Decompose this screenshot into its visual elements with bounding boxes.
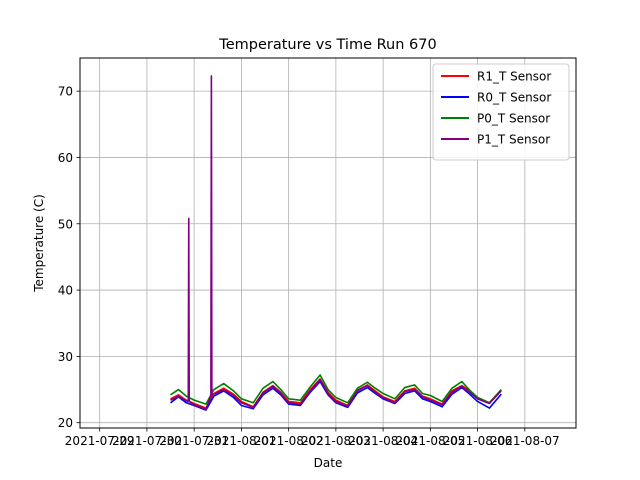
plot-frame	[79, 57, 577, 429]
legend-entry-label: P1_T Sensor	[477, 133, 550, 147]
x-tick-label: 2021-08-06	[443, 434, 513, 448]
x-axis: 2021-07-292021-07-302021-07-312021-08-01…	[65, 428, 560, 448]
y-axis: 20 30 40 50 60 70	[58, 85, 80, 430]
series-lines	[170, 75, 502, 411]
x-tick-label: 2021-08-02	[254, 434, 324, 448]
y-tick-label: 40	[58, 284, 73, 298]
series-line-3	[170, 374, 502, 405]
legend-entry-label: P0_T Sensor	[477, 112, 550, 126]
legend-entry-label: R1_T Sensor	[477, 70, 551, 84]
chart-title: Temperature vs Time Run 670	[218, 37, 436, 53]
x-tick-label: 2021-08-01	[207, 434, 277, 448]
y-tick-label: 60	[58, 151, 73, 165]
x-tick-label: 2021-08-05	[395, 434, 465, 448]
x-tick-label: 2021-08-07	[490, 434, 560, 448]
x-tick-label: 2021-08-04	[348, 434, 418, 448]
legend-box	[432, 63, 570, 161]
y-tick-label: 50	[58, 217, 73, 231]
y-tick-label: 20	[58, 416, 73, 430]
y-tick-label: 70	[58, 85, 73, 99]
y-tick-label: 30	[58, 350, 73, 364]
legend: R1_T Sensor R0_T Sensor P0_T Sensor P1_T Se…	[432, 63, 570, 161]
y-axis-label: Temperature (C)	[32, 194, 46, 293]
legend-entry-label: R0_T Sensor	[477, 91, 551, 105]
x-tick-label: 2021-08-03	[301, 434, 371, 448]
series-line-2	[170, 380, 502, 411]
x-axis-label: Date	[314, 456, 343, 470]
x-tick-label: 2021-07-29	[65, 434, 135, 448]
series-line-4	[170, 75, 502, 411]
x-tick-label: 2021-07-31	[159, 434, 229, 448]
x-tick-label: 2021-07-30	[112, 434, 182, 448]
